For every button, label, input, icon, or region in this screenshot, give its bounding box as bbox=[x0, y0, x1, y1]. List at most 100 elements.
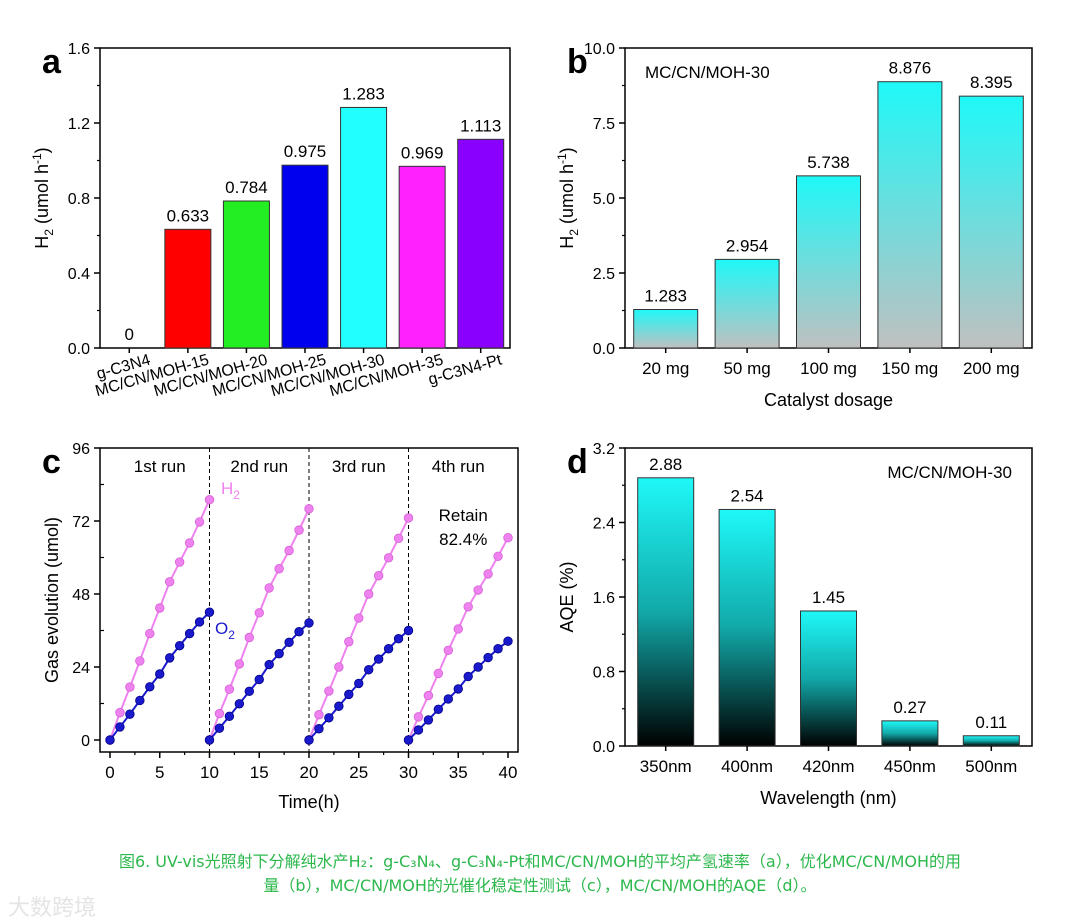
bar-450nm bbox=[881, 720, 939, 747]
y-tick-label: 0.8 bbox=[68, 191, 90, 208]
data-point-H2 bbox=[304, 504, 314, 514]
y-tick-label: 0.0 bbox=[68, 341, 90, 358]
data-label: 1.45 bbox=[812, 588, 845, 607]
data-point-O2 bbox=[324, 713, 334, 723]
data-point-H2 bbox=[254, 608, 264, 618]
bar-100-mg bbox=[796, 175, 861, 349]
data-point-H2 bbox=[463, 602, 473, 612]
data-point-O2 bbox=[393, 634, 404, 644]
data-label: 1.113 bbox=[460, 116, 501, 135]
data-point-H2 bbox=[403, 513, 414, 523]
caption-line-2: 量（b），MC/CN/MOH的光催化稳定性测试（c），MC/CN/MOH的AQE… bbox=[263, 876, 817, 895]
data-label: 0.27 bbox=[893, 698, 926, 717]
data-point-H2 bbox=[443, 645, 454, 655]
x-tick-label: 450nm bbox=[884, 757, 936, 776]
bar-400nm bbox=[718, 508, 776, 747]
retain-value: 82.4% bbox=[439, 530, 487, 549]
data-point-H2 bbox=[423, 690, 434, 701]
data-point-O2 bbox=[184, 628, 195, 639]
bar-MC-CN-MOH-15 bbox=[164, 228, 212, 349]
bar-200-mg bbox=[958, 95, 1024, 349]
x-axis-label: Wavelength (nm) bbox=[760, 788, 896, 808]
data-label: 0.969 bbox=[401, 143, 444, 162]
y-tick-label: 72 bbox=[72, 514, 90, 531]
y-tick-label: 0.0 bbox=[593, 739, 615, 756]
y-tick-label: 7.5 bbox=[593, 116, 615, 133]
data-point-H2 bbox=[473, 585, 483, 595]
data-point-O2 bbox=[234, 699, 245, 709]
bar-MC-CN-MOH-35 bbox=[398, 165, 446, 349]
data-point-O2 bbox=[354, 678, 364, 689]
data-point-H2 bbox=[264, 583, 274, 593]
watermark: 大数跨境 bbox=[8, 896, 97, 921]
data-point-O2 bbox=[503, 636, 513, 646]
bar-50-mg bbox=[714, 258, 780, 349]
data-point-O2 bbox=[294, 627, 304, 637]
data-label: 0.633 bbox=[167, 206, 210, 225]
data-point-O2 bbox=[264, 659, 274, 670]
x-tick-label: 35 bbox=[449, 763, 468, 782]
x-tick-label: 100 mg bbox=[800, 359, 857, 378]
data-point-O2 bbox=[304, 735, 314, 745]
data-point-O2 bbox=[304, 618, 314, 628]
data-point-H2 bbox=[344, 637, 354, 647]
data-point-H2 bbox=[393, 533, 404, 544]
data-point-O2 bbox=[334, 701, 344, 711]
x-tick-label: 10 bbox=[200, 763, 219, 782]
y-tick-label: 96 bbox=[72, 441, 90, 458]
y-axis-label: Gas evolution (umol) bbox=[42, 517, 62, 683]
series-line-H2 bbox=[407, 537, 509, 741]
x-tick-label: 40 bbox=[499, 763, 518, 782]
data-label: 0.784 bbox=[225, 178, 268, 197]
data-point-H2 bbox=[324, 686, 334, 696]
x-tick-label: 420nm bbox=[803, 757, 855, 776]
x-axis-label: Time(h) bbox=[278, 792, 339, 812]
data-point-H2 bbox=[174, 557, 185, 567]
data-point-O2 bbox=[373, 654, 384, 664]
y-tick-label: 1.2 bbox=[68, 116, 90, 133]
data-point-H2 bbox=[214, 708, 225, 719]
data-point-H2 bbox=[314, 710, 324, 720]
run-label: 1st run bbox=[134, 457, 186, 476]
data-point-H2 bbox=[125, 682, 135, 692]
data-label: 8.395 bbox=[970, 73, 1013, 92]
data-point-H2 bbox=[194, 517, 205, 527]
data-label: 2.954 bbox=[726, 236, 769, 255]
data-label: 2.88 bbox=[649, 455, 682, 474]
data-point-H2 bbox=[135, 656, 145, 666]
x-tick-label: 200 mg bbox=[963, 359, 1020, 378]
x-tick-label: 20 mg bbox=[642, 359, 689, 378]
data-point-H2 bbox=[453, 624, 463, 634]
data-point-O2 bbox=[274, 648, 284, 659]
series-label-H2: H2 bbox=[221, 479, 240, 502]
run-label: 3rd run bbox=[332, 457, 386, 476]
data-point-O2 bbox=[344, 689, 354, 700]
data-point-H2 bbox=[244, 632, 255, 643]
data-point-O2 bbox=[423, 715, 434, 725]
panel-letter-c: c bbox=[42, 443, 61, 481]
data-point-H2 bbox=[274, 564, 284, 574]
run-label: 2nd run bbox=[230, 457, 288, 476]
data-label: 0.11 bbox=[975, 713, 1007, 732]
data-point-H2 bbox=[383, 553, 394, 563]
data-point-O2 bbox=[244, 686, 255, 697]
series-line-H2 bbox=[308, 517, 410, 741]
x-tick-label: 15 bbox=[250, 763, 269, 782]
annotation: MC/CN/MOH-30 bbox=[645, 63, 770, 82]
panel-letter-d: d bbox=[567, 443, 588, 481]
x-tick-label: 500nm bbox=[965, 757, 1017, 776]
y-tick-label: 48 bbox=[72, 587, 90, 604]
data-point-H2 bbox=[145, 628, 155, 639]
data-point-H2 bbox=[413, 712, 424, 722]
x-tick-label: 20 bbox=[300, 763, 319, 782]
data-point-H2 bbox=[493, 551, 503, 561]
data-label: 5.738 bbox=[807, 153, 850, 172]
data-point-O2 bbox=[483, 652, 493, 663]
data-point-O2 bbox=[493, 644, 503, 654]
y-tick-label: 0.0 bbox=[593, 341, 615, 358]
data-point-H2 bbox=[334, 662, 344, 672]
data-point-O2 bbox=[314, 724, 324, 734]
x-axis-label: Catalyst dosage bbox=[764, 390, 893, 410]
data-point-O2 bbox=[204, 607, 215, 617]
